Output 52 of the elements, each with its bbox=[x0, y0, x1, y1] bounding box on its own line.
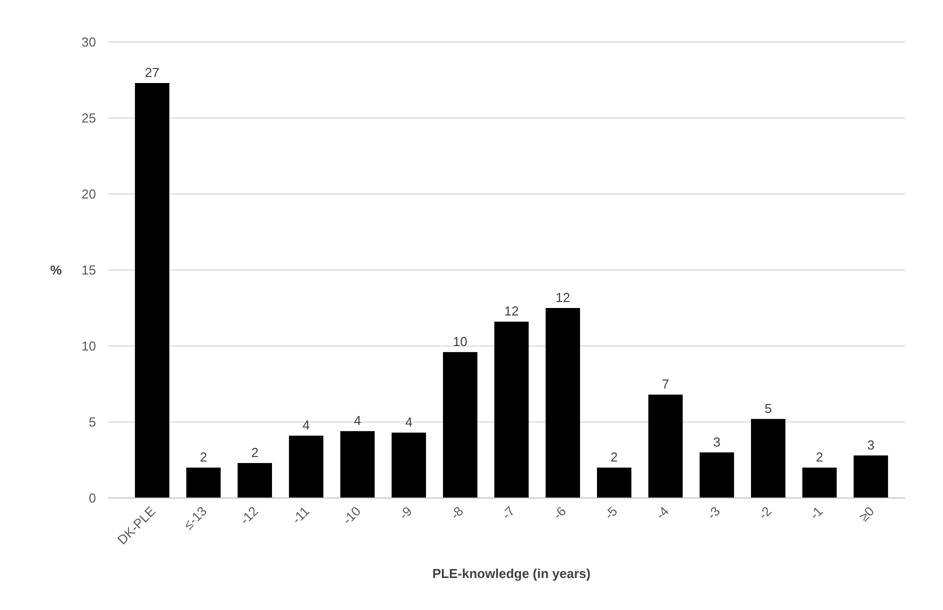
x-tick-label: -12 bbox=[237, 504, 261, 528]
bar bbox=[700, 452, 734, 498]
bar bbox=[854, 455, 888, 498]
data-label: 2 bbox=[816, 450, 824, 465]
bar bbox=[442, 352, 478, 498]
y-tick-label: 10 bbox=[82, 338, 96, 354]
data-label: 10 bbox=[452, 334, 468, 350]
bar bbox=[596, 468, 632, 498]
data-label: 3 bbox=[713, 434, 720, 450]
x-tick-label: -6 bbox=[550, 504, 569, 522]
bar bbox=[392, 432, 426, 498]
data-label: 4 bbox=[302, 418, 310, 433]
y-tick-label: 0 bbox=[88, 490, 96, 506]
data-label: 4 bbox=[354, 413, 362, 428]
bar bbox=[494, 322, 529, 498]
x-tick-label: -3 bbox=[704, 504, 723, 522]
x-tick-label: ≥0 bbox=[856, 504, 877, 524]
x-tick-label: -8 bbox=[448, 504, 466, 522]
x-tick-label: -4 bbox=[652, 504, 672, 522]
data-label: 12 bbox=[504, 304, 519, 319]
y-axis-title: % bbox=[50, 262, 62, 278]
bar bbox=[648, 394, 683, 498]
y-tick-label: 20 bbox=[82, 186, 96, 202]
data-label: 7 bbox=[662, 376, 670, 392]
y-tick-label: 5 bbox=[88, 414, 96, 430]
data-label: 12 bbox=[556, 290, 570, 305]
bar bbox=[546, 308, 580, 498]
bar bbox=[134, 83, 170, 498]
x-axis-title: PLE-knowledge (in years) bbox=[432, 566, 591, 581]
x-tick-label: -1 bbox=[806, 504, 826, 522]
bar bbox=[340, 431, 375, 498]
x-tick-label: -7 bbox=[498, 504, 518, 522]
x-tick-label: -11 bbox=[289, 504, 312, 527]
y-tick-label: 30 bbox=[82, 34, 96, 50]
y-tick-label: 15 bbox=[82, 262, 96, 278]
data-label: 3 bbox=[867, 437, 874, 452]
data-label: 4 bbox=[405, 414, 412, 430]
x-tick-label: -2 bbox=[756, 504, 774, 522]
bar bbox=[802, 468, 837, 498]
bar bbox=[186, 468, 221, 498]
data-label: 27 bbox=[144, 65, 160, 80]
bar bbox=[288, 436, 324, 498]
x-tick-label: -5 bbox=[602, 504, 620, 522]
bar bbox=[238, 463, 272, 498]
data-label: 2 bbox=[200, 450, 208, 465]
y-tick-label: 25 bbox=[82, 110, 96, 126]
bar bbox=[750, 418, 786, 498]
data-label: 5 bbox=[764, 400, 772, 416]
x-tick-label: -9 bbox=[396, 504, 415, 522]
data-label: 2 bbox=[251, 445, 258, 460]
data-label: 2 bbox=[610, 450, 618, 465]
x-tick-label: -10 bbox=[340, 504, 364, 528]
